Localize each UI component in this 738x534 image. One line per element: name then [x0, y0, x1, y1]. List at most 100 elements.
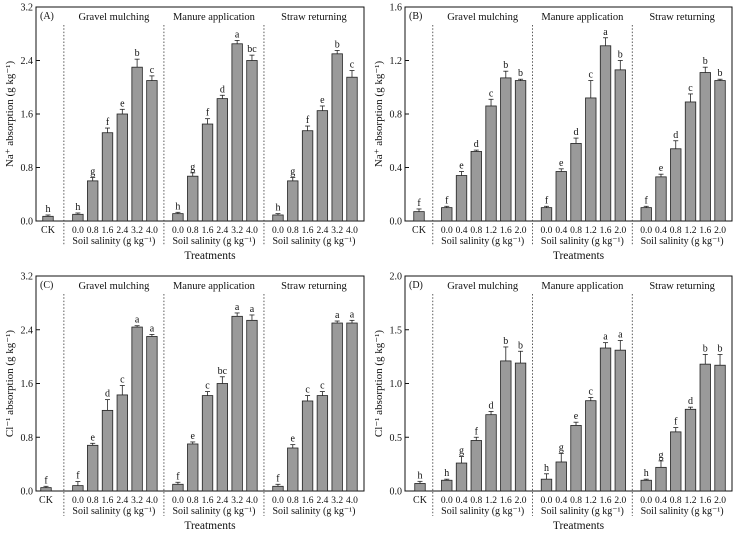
y-tick-label: 2.4 — [21, 56, 34, 67]
significance-letter: f — [176, 471, 180, 482]
significance-letter: e — [559, 158, 564, 169]
y-tick-label: 0.0 — [21, 487, 34, 498]
significance-letter: d — [574, 127, 579, 138]
x-tick-label: 0.4 — [456, 496, 468, 506]
x-tick-label: 3.2 — [231, 496, 243, 506]
bar — [614, 69, 626, 222]
significance-letter: f — [276, 473, 280, 484]
y-tick-label: 1.2 — [390, 56, 403, 67]
y-axis-title: Cl⁻¹ absorption (g kg⁻¹) — [373, 330, 385, 437]
significance-letter: h — [75, 202, 80, 213]
x-tick-label: 4.0 — [146, 496, 158, 506]
x-tick-label: 1.6 — [600, 496, 612, 506]
bar — [246, 60, 258, 222]
significance-letter: a — [250, 304, 255, 315]
panel-label: (C) — [40, 280, 53, 291]
significance-letter: e — [120, 98, 125, 109]
significance-letter: g — [290, 167, 295, 178]
bar — [231, 43, 243, 222]
bar — [331, 53, 343, 222]
significance-letter: b — [135, 48, 140, 59]
group-title: Manure application — [541, 281, 624, 292]
x-tick-label: 0.4 — [655, 226, 667, 236]
group-title: Straw returning — [649, 12, 715, 23]
x-tick-label: 1.6 — [302, 226, 314, 236]
salinity-sublabel: Soil salinity (g kg⁻¹) — [641, 236, 724, 247]
x-tick-label: 0.0 — [272, 226, 284, 236]
significance-letter: f — [645, 195, 649, 206]
salinity-sublabel: Soil salinity (g kg⁻¹) — [172, 506, 255, 517]
bar — [231, 315, 243, 492]
significance-letter: g — [658, 450, 663, 461]
significance-letter: b — [503, 336, 508, 347]
significance-letter: b — [618, 50, 623, 61]
significance-letter: d — [688, 396, 693, 407]
series-manure-application: Manure application h 0.0 g 0.8 f 1.6 d 2.4 a 3.2 bc… — [172, 12, 258, 247]
series-straw-returning: Straw returning f 0.0 e 0.4 d 0.8 c 1.2 b 1.6 b 2.0S… — [640, 12, 726, 247]
significance-letter: f — [106, 117, 110, 128]
x-tick-label: 0.8 — [287, 496, 299, 506]
plot-frame — [404, 6, 733, 222]
significance-letter: h — [175, 201, 180, 212]
group-title: Straw returning — [281, 12, 347, 23]
significance-letter: c — [205, 381, 210, 392]
bar — [131, 326, 143, 492]
significance-letter: f — [306, 115, 310, 126]
significance-letter: d — [673, 130, 678, 141]
bar — [72, 485, 84, 492]
x-tick-label: 2.4 — [216, 226, 228, 236]
significance-letter: e — [659, 163, 664, 174]
bar — [655, 466, 667, 492]
bar — [187, 443, 199, 492]
y-axis-title: Cl⁻¹ absorption (g kg⁻¹) — [4, 330, 16, 437]
bar — [599, 45, 612, 222]
bar — [316, 110, 329, 222]
plot-frame — [35, 275, 365, 492]
significance-letter: a — [618, 330, 623, 341]
salinity-sublabel: Soil salinity (g kg⁻¹) — [72, 506, 155, 517]
group-title: Gravel mulching — [78, 281, 150, 292]
x-tick-label: 0.0 — [172, 496, 184, 506]
bar — [201, 123, 214, 222]
significance-letter: c — [688, 83, 693, 94]
significance-letter: h — [46, 204, 51, 215]
x-tick-label: 2.0 — [515, 496, 527, 506]
y-tick-label: 1.6 — [21, 379, 34, 390]
bar — [714, 364, 726, 492]
significance-letter: b — [718, 343, 723, 354]
x-axis-title: Treatments — [553, 250, 605, 262]
significance-letter: bc — [218, 366, 228, 377]
significance-letter: b — [503, 60, 508, 71]
x-tick-label: 0.0 — [441, 496, 453, 506]
plot-frame — [404, 275, 733, 492]
significance-letter: g — [459, 446, 464, 457]
bar — [470, 440, 482, 492]
x-tick-label: 2.0 — [714, 496, 726, 506]
significance-letter: b — [718, 68, 723, 79]
panel-d: 0.0 0.5 1.0 1.5 2.0 (D) Cl⁻¹ absorption (g kg⁻… — [373, 272, 733, 532]
bar — [413, 211, 425, 222]
significance-letter: b — [518, 68, 523, 79]
bar — [346, 322, 358, 492]
bar — [455, 175, 468, 222]
bar — [42, 215, 54, 222]
significance-letter: h — [418, 470, 423, 481]
group-title: Manure application — [173, 12, 256, 23]
x-tick-label: 2.0 — [614, 226, 626, 236]
bar — [272, 485, 284, 492]
x-axis-title: Treatments — [184, 250, 236, 262]
bar — [585, 400, 597, 492]
bar — [87, 444, 99, 492]
salinity-sublabel: Soil salinity (g kg⁻¹) — [72, 236, 155, 247]
significance-letter: a — [235, 302, 240, 313]
bar — [585, 97, 597, 222]
significance-letter: c — [350, 60, 355, 71]
group-title: Gravel mulching — [78, 12, 150, 23]
x-tick-label: 0.0 — [172, 226, 184, 236]
significance-letter: a — [235, 29, 240, 40]
x-tick-label: 4.0 — [146, 226, 158, 236]
series-manure-application: Manure application f 0.0 e 0.8 c 1.6 bc 2.4 a 3.2 a… — [172, 281, 258, 517]
bar — [101, 132, 114, 222]
significance-letter: a — [603, 27, 608, 38]
